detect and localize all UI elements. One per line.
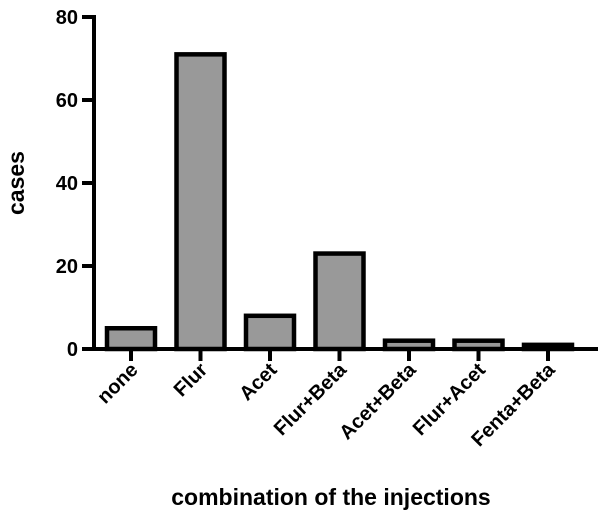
x-tick-label: none <box>93 359 142 408</box>
y-tick-label: 40 <box>56 173 78 195</box>
x-tick-label: Flur <box>170 359 212 401</box>
y-axis-title: cases <box>3 151 29 215</box>
y-tick-label: 80 <box>56 7 78 29</box>
bar-flur <box>174 52 227 352</box>
bar-none <box>104 326 158 352</box>
x-axis: none Flur AcetFlur+BetaAcet+BetaFlur+AcetF… <box>92 347 598 451</box>
bar-acet <box>243 313 297 352</box>
x-tick-label: Acet+Beta <box>335 358 421 444</box>
y-axis: 0 20 40 60 80 <box>56 7 96 361</box>
x-tick-label: Acet <box>235 359 281 405</box>
y-tick-label: 0 <box>67 339 78 361</box>
bar-flur-beta <box>313 251 366 352</box>
y-tick-label: 20 <box>56 256 78 278</box>
x-axis-title: combination of the injections <box>171 484 490 510</box>
bars-group <box>104 52 575 352</box>
y-tick-label: 60 <box>56 90 78 112</box>
